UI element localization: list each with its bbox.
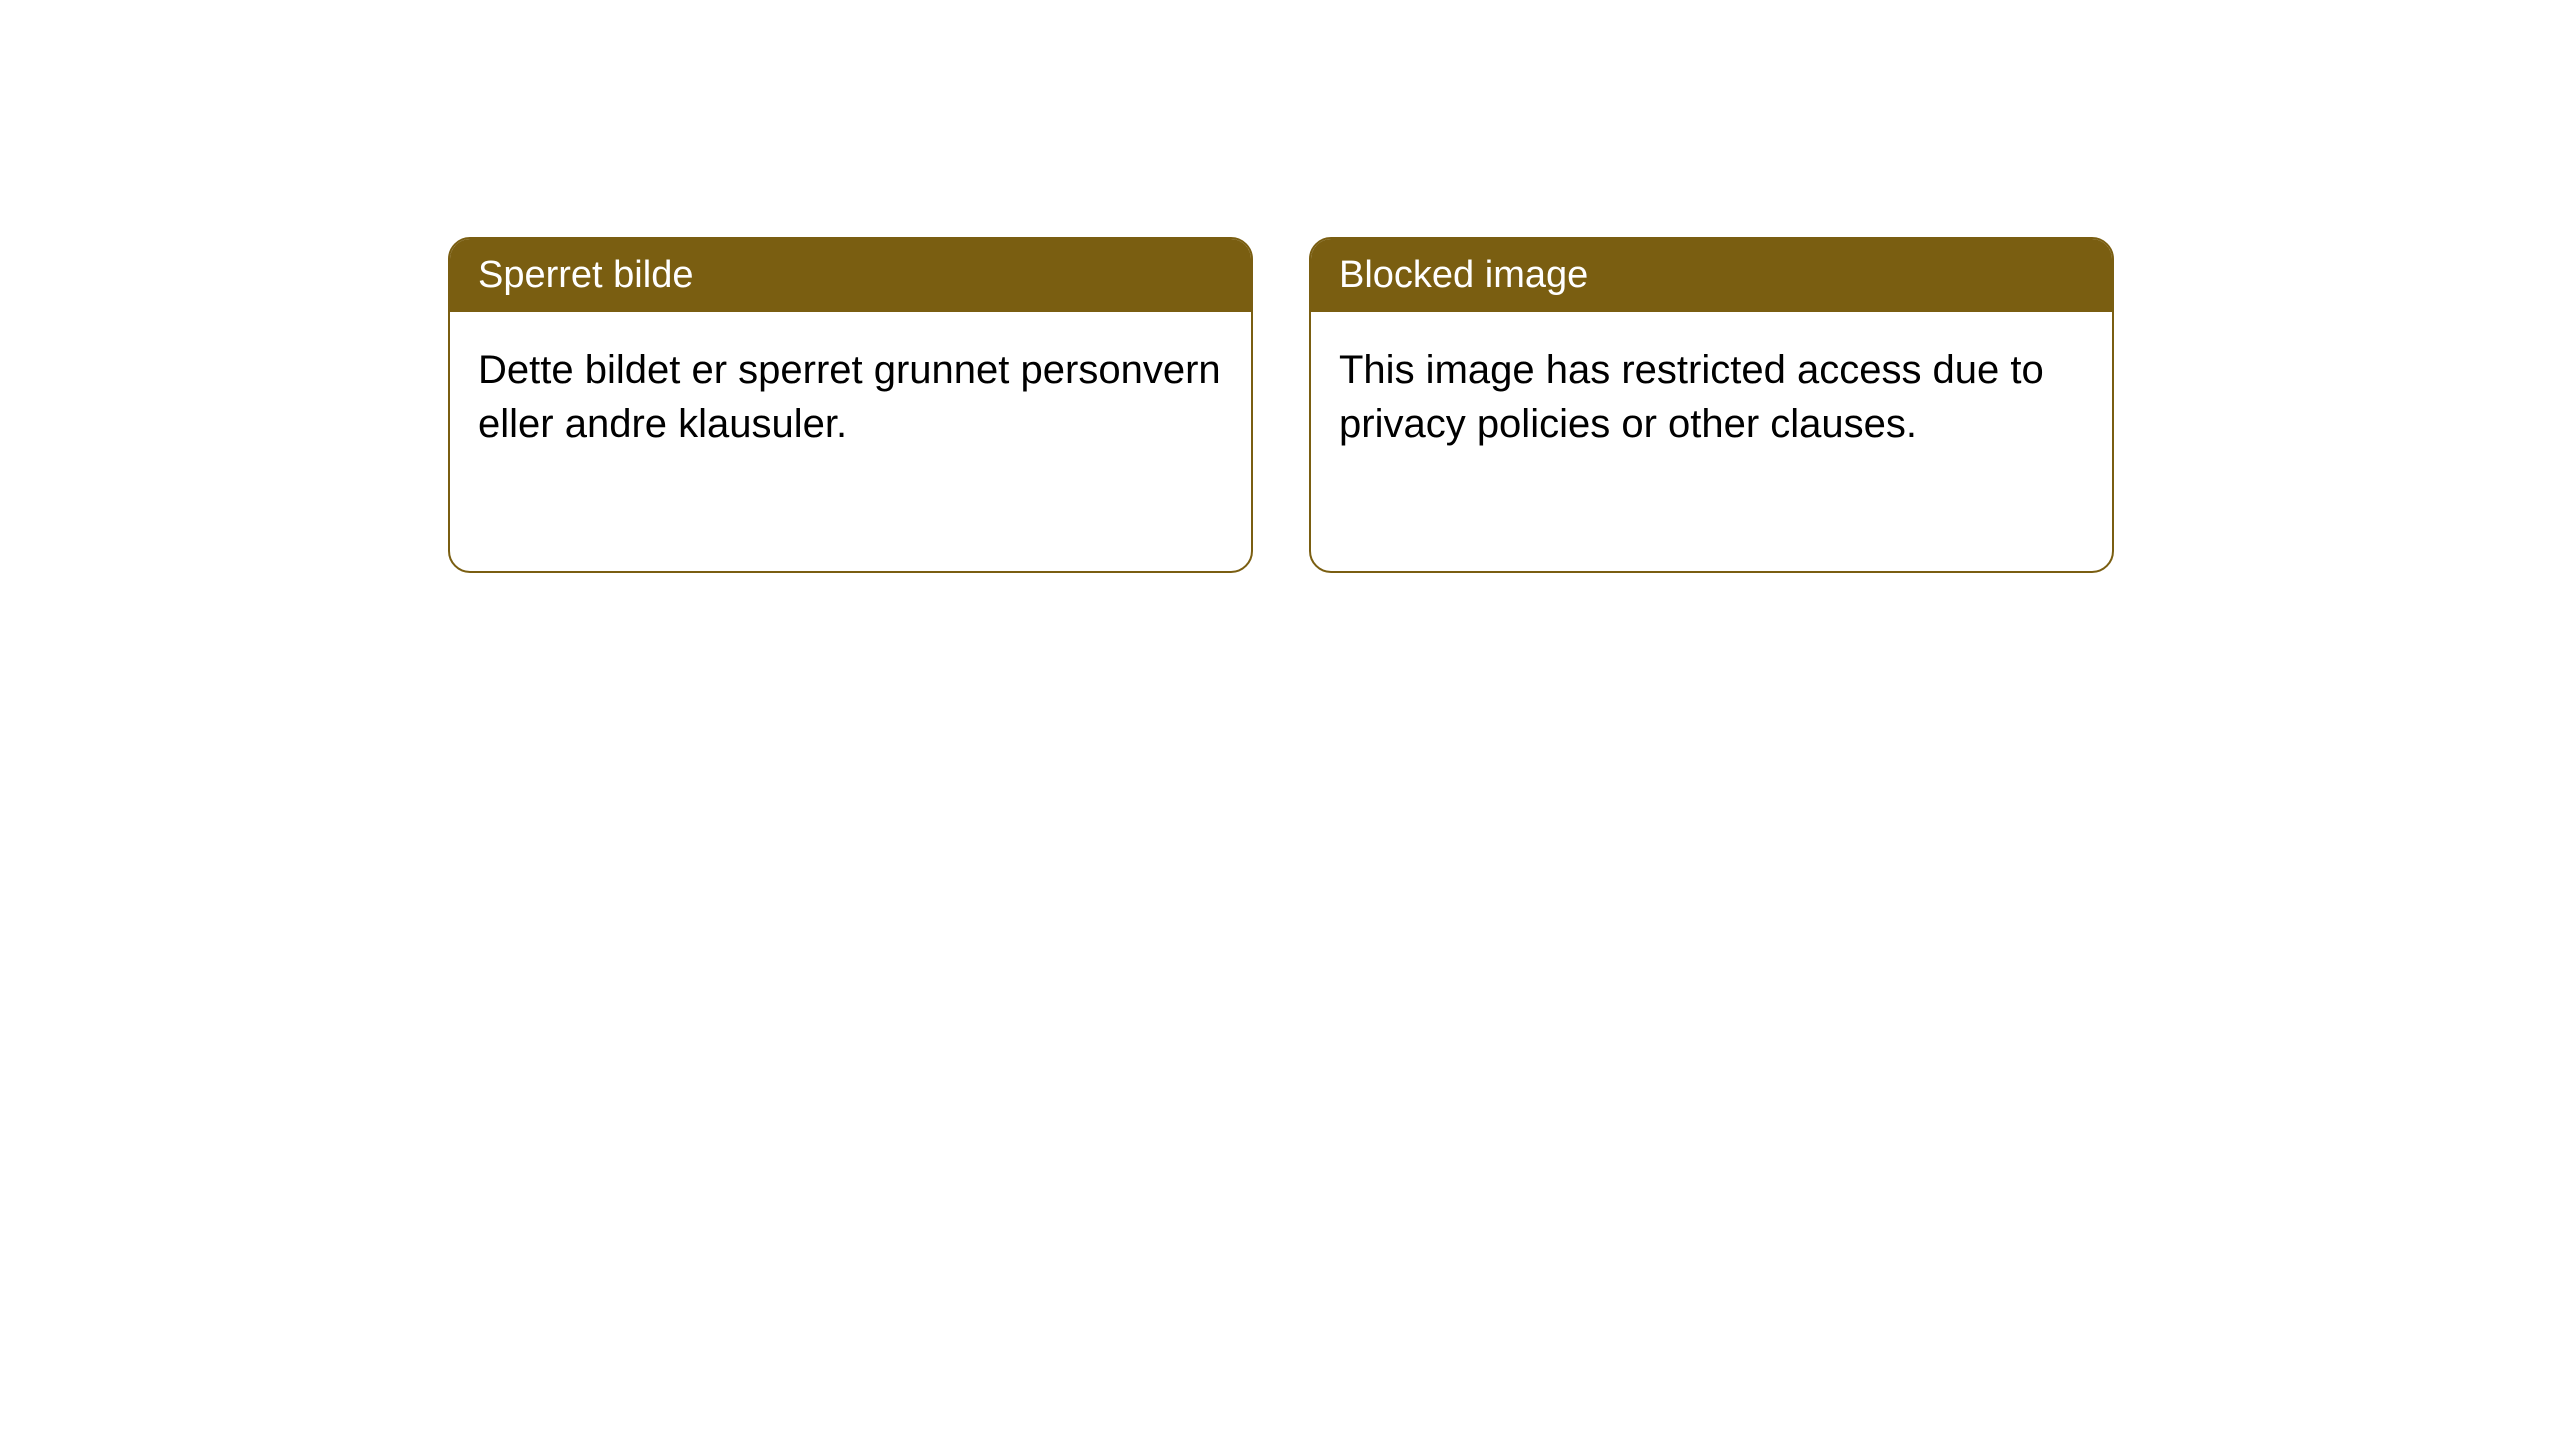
notice-card-body: Dette bildet er sperret grunnet personve…	[450, 312, 1251, 482]
notice-card-norwegian: Sperret bilde Dette bildet er sperret gr…	[448, 237, 1253, 573]
notice-card-header: Blocked image	[1311, 239, 2112, 312]
notice-card-body: This image has restricted access due to …	[1311, 312, 2112, 482]
notice-cards-container: Sperret bilde Dette bildet er sperret gr…	[448, 237, 2114, 573]
notice-card-header: Sperret bilde	[450, 239, 1251, 312]
notice-card-text: Dette bildet er sperret grunnet personve…	[478, 348, 1221, 445]
notice-card-text: This image has restricted access due to …	[1339, 348, 2044, 445]
notice-card-title: Sperret bilde	[478, 254, 693, 296]
notice-card-english: Blocked image This image has restricted …	[1309, 237, 2114, 573]
notice-card-title: Blocked image	[1339, 254, 1588, 296]
